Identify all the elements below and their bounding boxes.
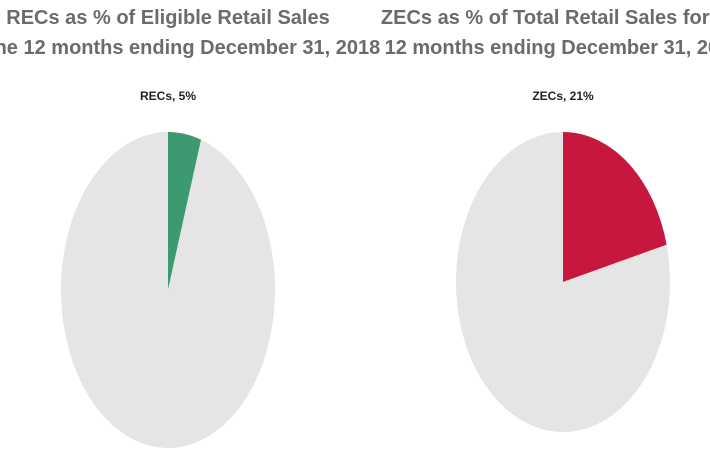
pie-slice bbox=[563, 132, 667, 282]
pie-slice bbox=[455, 132, 671, 432]
chart-title: ZECs as % of Total Retail Sales for the bbox=[381, 7, 710, 29]
pie-slice bbox=[60, 132, 275, 448]
chart-title: RECs as % of Eligible Retail Sales bbox=[6, 7, 329, 29]
chart-title: 12 months ending December 31, 2018 bbox=[385, 37, 710, 59]
slice-label: ZECs, 21% bbox=[532, 89, 594, 103]
chart-title: for the 12 months ending December 31, 20… bbox=[0, 37, 380, 59]
pie-slice bbox=[168, 132, 202, 290]
slice-label: RECs, 5% bbox=[140, 89, 196, 103]
